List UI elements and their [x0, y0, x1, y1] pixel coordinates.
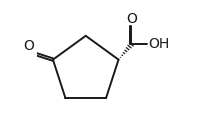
Text: O: O: [126, 12, 137, 26]
Text: OH: OH: [148, 37, 169, 51]
Text: O: O: [23, 39, 34, 53]
